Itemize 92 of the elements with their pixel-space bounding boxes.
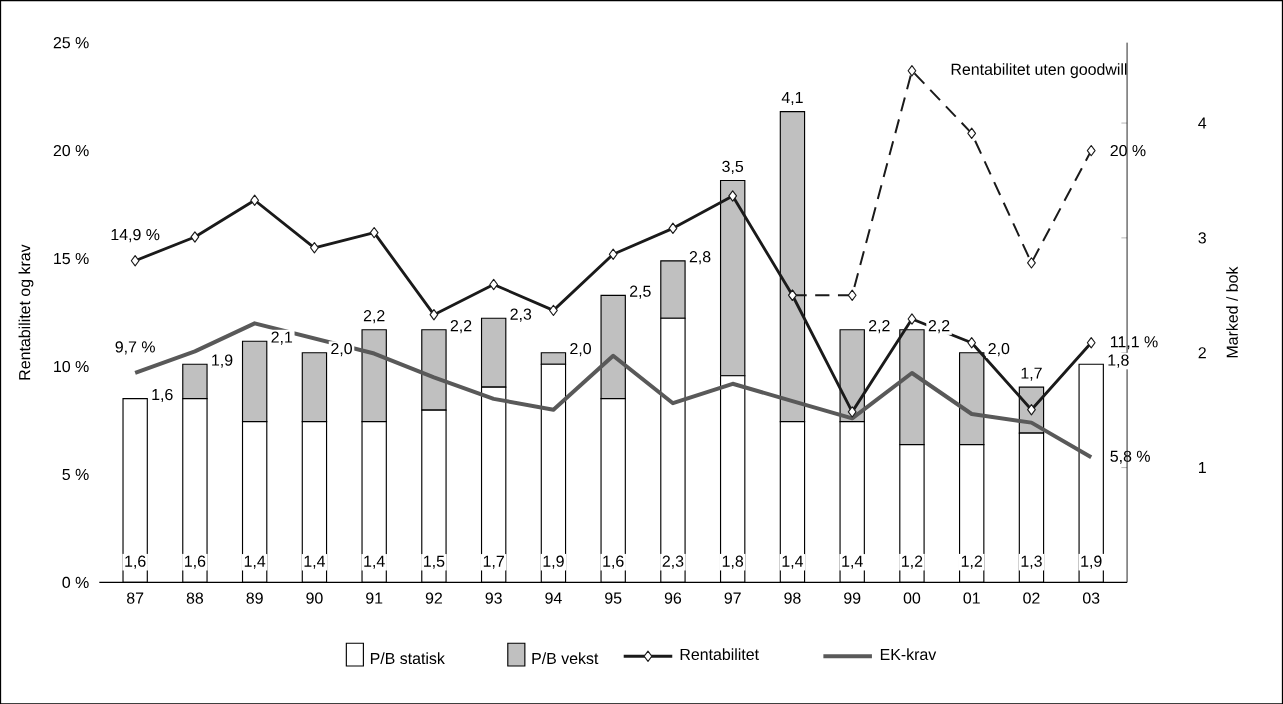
point: [907, 64, 917, 77]
point: [190, 231, 200, 243]
annotation: Rentabilitet uten goodwill: [951, 63, 1127, 78]
annotation: 9,7 %: [115, 341, 155, 355]
x-tick-label: 98: [784, 592, 801, 604]
x-tick-label: 89: [246, 592, 263, 604]
x-tick-label: 87: [127, 592, 144, 604]
point: [1086, 336, 1096, 349]
x-tick-label: 92: [425, 592, 442, 604]
point: [130, 254, 140, 267]
x-tick-label: 99: [844, 592, 861, 604]
x-tick-label: 95: [605, 592, 622, 604]
total-label: 2,2: [869, 319, 890, 333]
point: [847, 289, 857, 301]
x-tick-label: 01: [963, 592, 980, 604]
total-label: 2,2: [450, 319, 472, 333]
x-tick-label: 03: [1082, 592, 1100, 604]
point: [429, 308, 439, 321]
data-label: 1,8: [722, 555, 744, 569]
data-label: 1,2: [961, 555, 982, 569]
total-label: 2,3: [510, 308, 532, 322]
data-label: 1,9: [1081, 555, 1102, 569]
total-label: 3,5: [722, 160, 744, 174]
data-label: 1,4: [244, 555, 266, 569]
y2-tick-label: 3: [1198, 232, 1206, 244]
x-tick-label: 88: [186, 592, 204, 604]
total-label: 2,0: [988, 342, 1010, 356]
x-tick-label: 96: [664, 592, 682, 604]
point: [668, 222, 678, 234]
data-label: 1,6: [125, 555, 146, 569]
total-label: 2,2: [928, 319, 950, 333]
point: [489, 278, 499, 290]
data-label: 1,4: [842, 555, 863, 569]
total-label: 2,8: [689, 250, 711, 265]
annotation: 14,9 %: [111, 228, 160, 242]
point: [1027, 257, 1036, 269]
data-label: 1,4: [364, 555, 385, 569]
point: [1086, 144, 1096, 157]
annotation: 5,8 %: [1110, 450, 1150, 464]
annotation: 11,1 %: [1110, 336, 1158, 350]
data-label: 1,4: [304, 555, 326, 569]
x-tick-label: 00: [903, 592, 921, 604]
legend-label: EK-krav: [880, 648, 937, 660]
point: [608, 248, 618, 260]
point: [967, 127, 977, 139]
data-label: 1,6: [185, 555, 206, 569]
point: [250, 194, 260, 206]
point: [847, 405, 857, 418]
x-tick-label: 02: [1023, 592, 1040, 604]
data-label: 1,3: [1021, 555, 1042, 569]
total-label: 1,8: [1108, 354, 1129, 368]
x-tick-label: 97: [724, 592, 741, 604]
total-label: 2,5: [630, 285, 651, 299]
y-tick-label: 10 %: [54, 360, 89, 372]
legend-label: Rentabilitet: [680, 648, 759, 660]
total-label: 4,1: [781, 91, 803, 105]
total-label: 2,1: [271, 331, 293, 345]
point: [967, 336, 977, 349]
x-tick-label: 93: [485, 592, 502, 604]
y-tick-label: 15 %: [54, 252, 89, 264]
point: [549, 304, 558, 316]
y-tick-label: 5 %: [62, 468, 89, 480]
y-tick-label: 20 %: [53, 144, 89, 157]
y-tick-label: 25 %: [53, 36, 89, 49]
y2-tick-label: 1: [1199, 461, 1206, 473]
total-label: 2,2: [363, 309, 385, 324]
annotation: 20 %: [1110, 144, 1146, 157]
total-label: 1,9: [212, 354, 233, 368]
legend-label: P/B statisk: [370, 652, 445, 664]
point: [907, 313, 917, 325]
x-tick-label: 90: [306, 592, 323, 604]
data-label: 1,4: [782, 555, 804, 569]
y-axis-title: Rentabilitet og krav: [18, 244, 34, 380]
y-tick-label: 0 %: [62, 576, 89, 588]
y2-tick-label: 2: [1198, 347, 1206, 359]
total-label: 2,0: [331, 342, 352, 356]
x-tick-label: 91: [366, 592, 383, 604]
total-label: 1,7: [1021, 367, 1042, 381]
data-label: 1,7: [483, 555, 504, 569]
point: [728, 190, 738, 202]
data-label: 1,2: [902, 555, 923, 569]
data-label: 1,9: [543, 555, 564, 569]
point: [369, 226, 379, 239]
y2-axis-title: Marked / bok: [1226, 266, 1238, 358]
total-label: 2,0: [570, 342, 591, 356]
x-tick-label: 94: [545, 592, 562, 604]
y2-tick-label: 4: [1198, 117, 1207, 129]
legend-label: P/B vekst: [532, 652, 599, 664]
data-label: 2,3: [662, 555, 684, 569]
data-label: 1,5: [424, 555, 445, 569]
data-label: 1,6: [603, 555, 624, 569]
total-label: 1,6: [152, 388, 173, 402]
